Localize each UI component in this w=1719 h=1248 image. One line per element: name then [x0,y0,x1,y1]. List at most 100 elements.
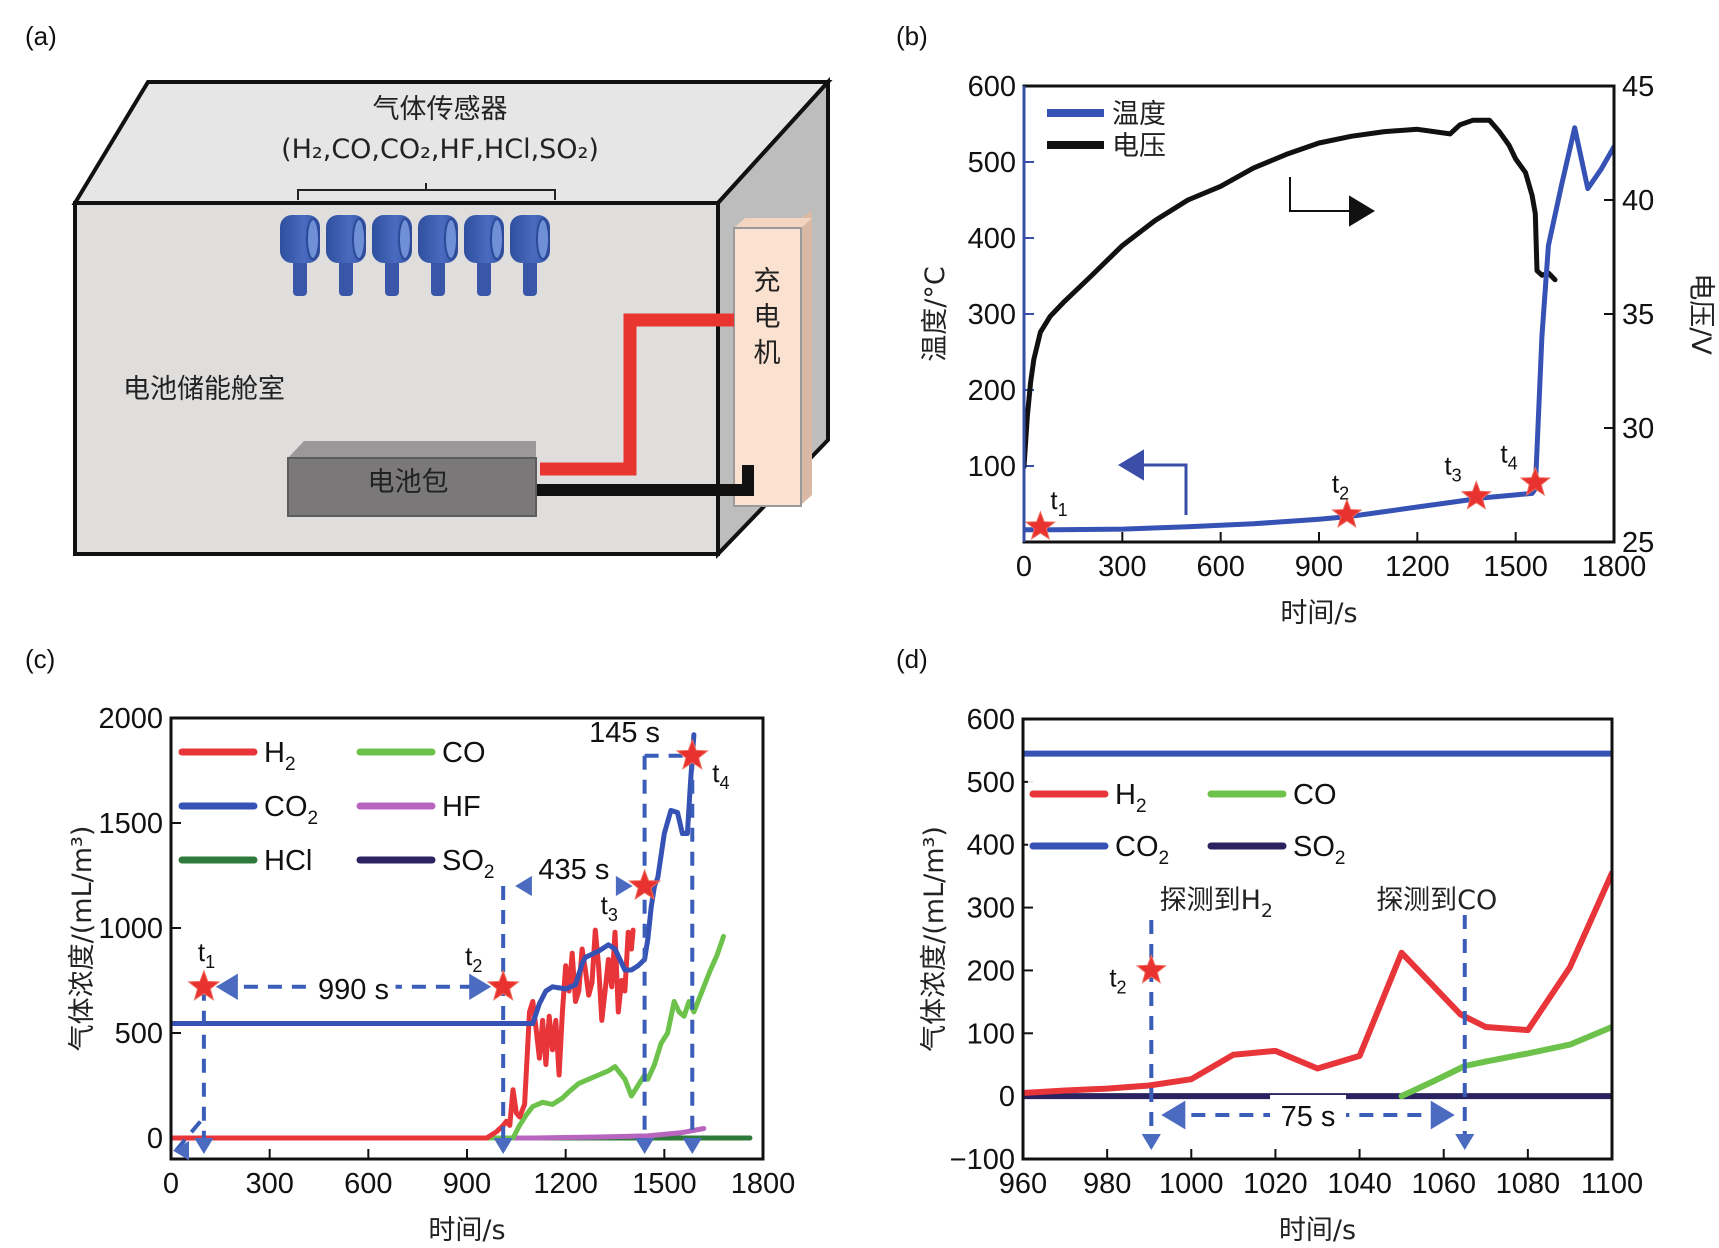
plot-frame [169,716,765,1161]
legend-label: HF [442,791,481,823]
event-label-t2-subscript: 2 [1339,484,1349,504]
legend-label-subscript: 2 [1335,848,1346,869]
legend-item-voltage: 电压 [1047,131,1166,162]
y2-tick-label: 35 [1622,299,1654,331]
plot-series [1024,117,1614,533]
series-line-h2 [171,927,636,1141]
event-star-marker [187,969,221,1001]
interval-arrow-left-icon [515,872,538,900]
panel-c-chart: (c) 0 300 600 900 1200 1500 1800 0 500 1000 1500 20… [25,644,795,1246]
x-tick-label: 1500 [1483,551,1548,583]
legend-item-hf: HF [356,791,481,823]
interval-label: 75 s [1281,1101,1336,1133]
charger-side [801,210,812,505]
interval-label: 435 s [538,854,609,886]
left-axis-indicator-line [1138,463,1188,515]
y2-tick-label: 30 [1622,413,1654,445]
guide-arrow-down-icon [1141,1134,1161,1150]
legend-label: CO [1293,779,1337,811]
x-tick-label: 900 [1295,551,1343,583]
y-tick-label: 600 [967,704,1015,736]
detection-annotation: 探测到H2 [1160,885,1273,922]
interval-arrow-left-icon [1161,1100,1186,1130]
x-tick-label: 960 [999,1168,1047,1200]
sensor-gases: (H₂,CO,CO₂,HF,HCl,SO₂) [281,134,599,165]
x-tick-label: 1060 [1411,1168,1476,1200]
series-line-h2 [1023,870,1612,1096]
y-axis-title: 气体浓度/(mL/m³) [919,826,950,1052]
sensor-face [352,218,366,260]
plot-frame [1021,717,1614,1161]
sensor-face [536,218,550,260]
guide-arrow-left-icon [173,1141,189,1161]
event-star-marker [1519,466,1551,497]
charger-label-1: 充 [754,266,781,297]
y-tick-label: −100 [950,1144,1015,1176]
x-tick-label: 980 [1083,1168,1131,1200]
gas-sensor-icon [418,215,458,296]
panel-a-diagram: (a) 气体传感器 (H₂,CO,CO₂,HF,HCl,SO₂) 电池储能舱室 … [25,21,833,559]
interval-arrow-right-icon [610,872,633,900]
x-tick-label: 900 [443,1168,491,1200]
interval-arrow-right-icon [1430,1100,1455,1130]
y-tick-label: 500 [115,1018,163,1050]
x-tick-label: 1000 [1159,1168,1224,1200]
panel-label-a: (a) [25,21,57,51]
sensor-face [306,218,320,260]
legend-label-subscript: 2 [1136,796,1147,817]
interval-label: 145 s [589,717,660,749]
series-line-item [1024,125,1614,533]
x-axis-title: 时间/s [428,1215,505,1246]
y-tick-label: 300 [967,893,1015,925]
guide-arrow-down-icon [1455,1134,1475,1150]
legend-item-co: CO [356,737,486,769]
gas-sensor-icon [326,215,366,296]
x-tick-label: 300 [245,1168,293,1200]
x-tick-label: 300 [1098,551,1146,583]
y2-axis-title: 电压/V [1685,273,1716,355]
series-line-co2 [171,732,697,1026]
x-tick-label: 1800 [1582,551,1647,583]
x-tick-label: 1500 [632,1168,697,1200]
y-tick-label: 300 [968,299,1016,331]
panel-d-chart: (d) 960 980 1000 1020 1040 1060 1080 1100 −100 0 1… [896,644,1643,1246]
event-label-t3-subscript: 3 [1452,465,1462,485]
y-tick-label: 1500 [98,808,163,840]
y-tick-label: 0 [999,1081,1015,1113]
panel-label-c: (c) [25,644,55,674]
sensor-title: 气体传感器 [373,94,508,125]
guide-line-dashed [174,1115,206,1152]
panel-b-chart: (b) 0 300 600 900 1200 1500 1800 100 200 300 400 50… [896,21,1716,629]
y-tick-label: 500 [967,767,1015,799]
y-axis-title: 温度/°C [920,266,951,361]
interval-label-bg [531,864,616,900]
panel-label-d: (d) [896,644,928,674]
x-tick-label: 1200 [1385,551,1450,583]
x-tick-label: 0 [1016,551,1032,583]
interval-annotation: 990 s [215,964,492,1006]
y-tick-label: 100 [967,1018,1015,1050]
legend-item-hcl: HCl [178,845,312,877]
interval-label-bg [311,964,396,1001]
cabin-label: 电池储能舱室 [123,374,285,405]
event-label-t1-subscript: 1 [1058,500,1068,520]
y2-tick-label: 25 [1622,527,1654,559]
panel-label-b: (b) [896,21,928,51]
charger-label-2: 电 [754,302,781,333]
plot-area [171,718,763,1159]
event-label-t4-subscript: 4 [720,773,730,793]
legend-label: CO [442,737,486,769]
event-star-marker [1460,479,1492,510]
y-tick-label: 600 [968,71,1016,103]
battery-label: 电池包 [368,467,449,498]
legend-label-subscript: 2 [484,862,495,883]
event-star-marker [1331,498,1363,528]
gas-sensor-array [280,215,550,296]
gas-sensor-icon [280,215,320,296]
negative-cable [532,465,754,496]
event-label-t1-subscript: 1 [205,952,215,972]
guide-arrow-down-icon [682,1138,702,1154]
legend-label: 温度 [1112,99,1166,130]
y-tick-label: 100 [968,451,1016,483]
event-label-t2-subscript: 2 [1117,977,1127,997]
